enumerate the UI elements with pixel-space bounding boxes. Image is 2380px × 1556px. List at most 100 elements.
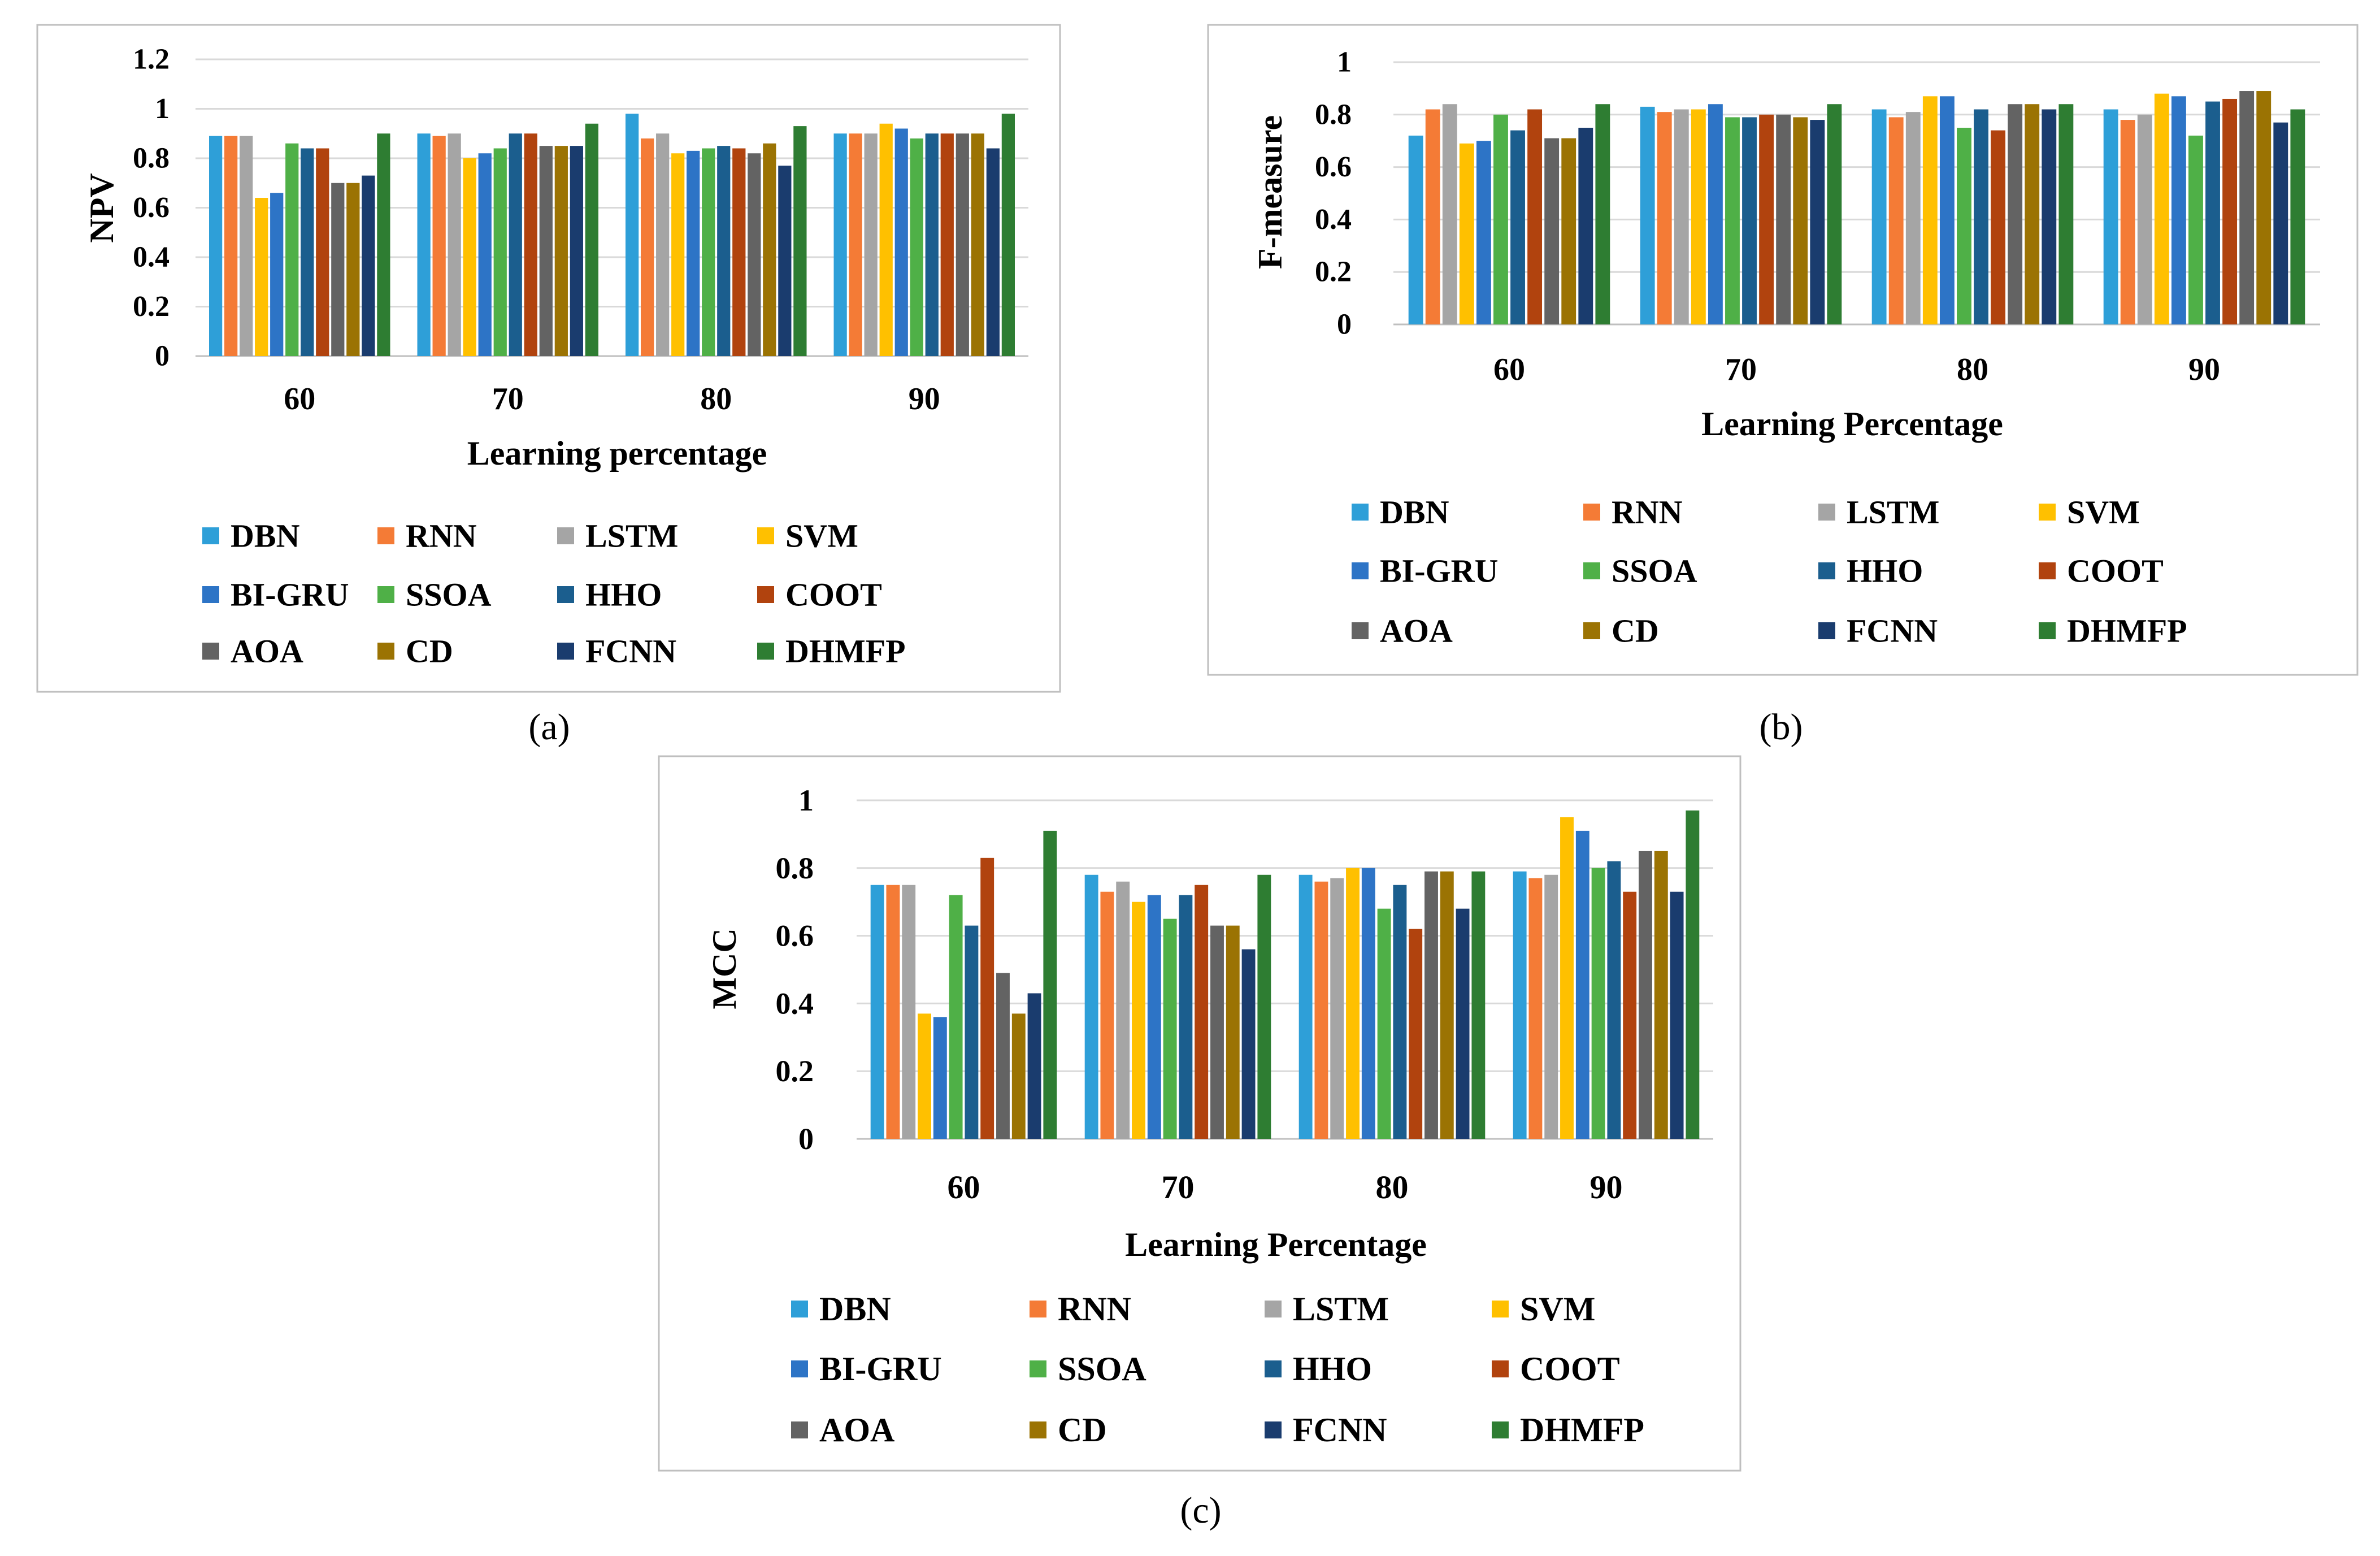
panel-a-bar-dbn-70 xyxy=(417,133,431,356)
panel-c-bar-hho-80 xyxy=(1393,885,1407,1139)
panel-a-bar-fcnn-90 xyxy=(986,148,1000,356)
panel-a-legend-label-coot: COOT xyxy=(785,577,882,613)
panel-b-legend-label-hho: HHO xyxy=(1847,553,1923,590)
panel-b-bar-dhmfp-70 xyxy=(1827,104,1842,325)
panel-a-bar-coot-80 xyxy=(732,148,746,356)
chart-panel-a: 0 0.2 0.4 0.6 0.8 1 1.2 60 70 80 90 NPV Learning … xyxy=(36,24,1061,748)
panel-c-bars xyxy=(870,810,1700,1139)
panel-b-bar-aoa-80 xyxy=(2008,104,2023,325)
panel-a-bar-lstm-90 xyxy=(864,133,878,356)
panel-a-bar-hho-70 xyxy=(509,133,522,356)
panel-c-bar-dbn-60 xyxy=(870,885,884,1139)
panel-c-legend-swatch-rnn xyxy=(1030,1301,1046,1317)
panel-b-bar-rnn-90 xyxy=(2120,120,2135,324)
panel-b-bar-cd-70 xyxy=(1793,117,1808,324)
panel-c-y-tick-label: 0.2 xyxy=(776,1054,814,1088)
panel-a-legend-label-cd: CD xyxy=(406,633,453,670)
panel-b-legend-swatch-hho xyxy=(1818,562,1835,579)
panel-b-bar-hho-80 xyxy=(1974,109,1988,324)
panel-a-legend-swatch-dhmfp xyxy=(757,643,774,660)
panel-b-bar-dbn-90 xyxy=(2103,109,2118,324)
panel-b-y-axis-title: F-measure xyxy=(1252,115,1289,269)
panel-c-legend-swatch-fcnn xyxy=(1265,1421,1282,1438)
panel-c-x-tick-label-90: 90 xyxy=(1590,1169,1623,1206)
panel-a-bar-dhmfp-60 xyxy=(377,133,390,356)
panel-c-bar-svm-90 xyxy=(1560,817,1574,1139)
panel-b-legend-label-dhmfp: DHMFP xyxy=(2067,613,2187,649)
panel-c-legend-label-cd: CD xyxy=(1058,1411,1107,1449)
panel-b-bar-fcnn-80 xyxy=(2042,109,2057,324)
panel-a-x-tick-label-80: 80 xyxy=(700,382,732,417)
panel-b-bar-svm-80 xyxy=(1922,96,1938,324)
panel-a-legend-swatch-lstm xyxy=(557,527,574,544)
panel-c-bar-aoa-90 xyxy=(1639,851,1652,1139)
panel-a-bar-cd-80 xyxy=(763,143,776,356)
panel-a-legend-swatch-coot xyxy=(757,586,774,603)
panel-c-bar-aoa-80 xyxy=(1424,871,1438,1139)
panel-c-y-tick-label: 1 xyxy=(798,783,814,817)
panel-c-bar-svm-70 xyxy=(1132,901,1145,1139)
panel-c-bar-dhmfp-90 xyxy=(1686,810,1700,1139)
panel-c-bar-fcnn-70 xyxy=(1241,949,1256,1139)
panel-b-legend-swatch-rnn xyxy=(1583,504,1600,521)
panel-b-bar-ssoa-60 xyxy=(1493,114,1508,325)
panel-a-legend-label-bi-gru: BI-GRU xyxy=(231,577,349,613)
panel-a-bar-fcnn-80 xyxy=(778,166,792,356)
panel-a-bar-dbn-90 xyxy=(833,133,847,356)
panel-b-bar-bi-gru-90 xyxy=(2171,96,2186,324)
panel-a-bar-aoa-60 xyxy=(331,183,345,356)
panel-b-bar-dhmfp-90 xyxy=(2290,109,2305,324)
panel-a-bar-aoa-70 xyxy=(539,146,553,356)
panel-c-bar-svm-80 xyxy=(1346,868,1360,1139)
panel-c-legend-swatch-ssoa xyxy=(1030,1360,1046,1377)
panel-c-bar-dbn-70 xyxy=(1084,874,1098,1139)
panel-a-legend-label-lstm: LSTM xyxy=(585,518,678,554)
panel-a-bar-dhmfp-70 xyxy=(585,123,598,356)
panel-c-legend-label-fcnn: FCNN xyxy=(1293,1411,1387,1449)
panel-a-legend-label-fcnn: FCNN xyxy=(585,633,676,670)
panel-b-bar-rnn-70 xyxy=(1657,112,1672,324)
panel-b-bar-dbn-60 xyxy=(1408,135,1423,325)
panel-a-bar-cd-90 xyxy=(971,133,984,356)
panel-a-x-tick-label-70: 70 xyxy=(492,382,524,417)
panel-c-bar-lstm-60 xyxy=(902,885,916,1139)
panel-a-legend-label-hho: HHO xyxy=(585,577,662,613)
panel-c-x-tick-label-70: 70 xyxy=(1162,1169,1195,1206)
panel-a-bar-ssoa-80 xyxy=(702,148,715,356)
panel-b-bar-aoa-70 xyxy=(1776,114,1791,325)
panel-b-bar-aoa-60 xyxy=(1544,138,1560,324)
panel-a-bar-bi-gru-80 xyxy=(687,150,700,356)
panel-c-bar-lstm-90 xyxy=(1544,874,1558,1139)
panel-b-frame xyxy=(1207,24,2359,676)
panel-a-bars xyxy=(209,114,1015,356)
panel-c-legend-label-rnn: RNN xyxy=(1058,1290,1131,1328)
panel-b-x-tick-label-80: 80 xyxy=(1957,352,1988,387)
panel-a-x-ticks: 60 70 80 90 xyxy=(284,382,940,417)
panel-a-bar-svm-80 xyxy=(671,153,685,356)
panel-b-bar-rnn-80 xyxy=(1888,117,1904,324)
panel-a-y-axis-title: NPV xyxy=(83,173,120,242)
panel-b-x-tick-label-70: 70 xyxy=(1725,352,1757,387)
panel-a-y-tick-label: 1.2 xyxy=(133,44,170,76)
panel-c-legend-label-ssoa: SSOA xyxy=(1058,1350,1146,1388)
panel-c-legend-label-dhmfp: DHMFP xyxy=(1520,1411,1644,1449)
panel-a-legend-swatch-fcnn xyxy=(557,643,574,660)
panel-a-bar-svm-70 xyxy=(463,158,476,356)
panel-a-bar-ssoa-70 xyxy=(493,148,507,356)
panel-b-bar-cd-60 xyxy=(1561,138,1576,324)
panel-a-y-ticks: 0 0.2 0.4 0.6 0.8 1 1.2 xyxy=(133,44,170,372)
panel-c-bar-dhmfp-80 xyxy=(1471,871,1486,1139)
panel-b-bar-lstm-60 xyxy=(1442,104,1457,325)
panel-b-legend-label-ssoa: SSOA xyxy=(1612,553,1697,590)
panel-c-y-tick-label: 0.4 xyxy=(776,986,814,1020)
panel-a-legend-label-dhmfp: DHMFP xyxy=(785,633,906,670)
panel-a-legend-label-ssoa: SSOA xyxy=(406,577,492,613)
panel-b-legend-label-aoa: AOA xyxy=(1380,613,1453,649)
panel-a-bar-bi-gru-60 xyxy=(270,193,284,356)
panel-c-legend-swatch-bi-gru xyxy=(791,1360,808,1377)
panel-b-bar-coot-90 xyxy=(2222,98,2238,324)
panel-c-bar-bi-gru-70 xyxy=(1147,895,1161,1139)
panel-b-legend-label-lstm: LSTM xyxy=(1847,494,1939,531)
panel-c-y-axis-title: MCC xyxy=(706,928,743,1009)
panel-c-bar-rnn-70 xyxy=(1100,891,1114,1139)
